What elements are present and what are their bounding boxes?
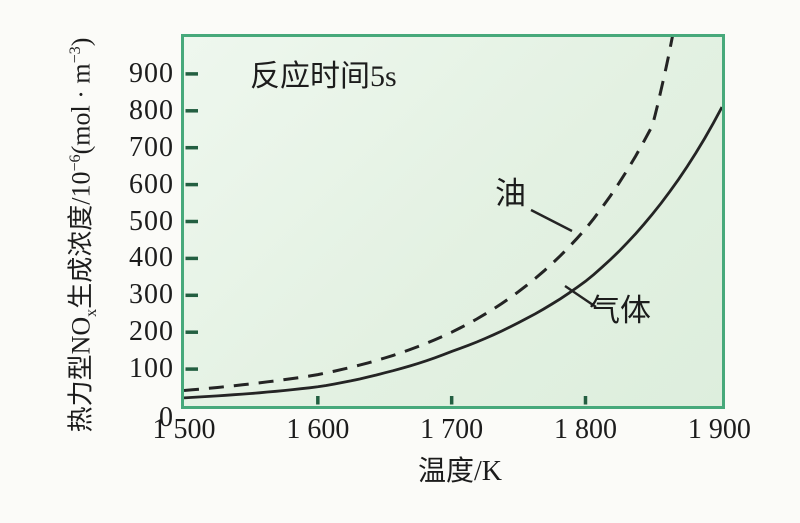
oil-curve-label: 油 xyxy=(495,176,526,211)
series-oil-curve xyxy=(184,37,674,392)
y-tick-label: 800 xyxy=(129,94,174,126)
y-axis-title-part: 热力型NO xyxy=(66,316,96,433)
y-axis-title-superscript: −6 xyxy=(67,154,85,172)
y-tick-label: 600 xyxy=(129,168,174,200)
x-tick-label: 1 500 xyxy=(152,414,216,445)
x-tick-label: 1 900 xyxy=(687,414,751,445)
series-gas-curve xyxy=(184,106,722,400)
oil-label-leader-line xyxy=(530,208,573,233)
y-tick-label: 100 xyxy=(129,353,174,385)
y-axis-title-superscript: −3 xyxy=(67,46,85,64)
chart-svg xyxy=(184,37,722,405)
y-axis-title-subscript: x xyxy=(82,308,100,317)
x-tick-label: 1 800 xyxy=(553,414,617,445)
y-tick-label: 500 xyxy=(129,205,174,237)
y-axis-title-part: 生成浓度/10 xyxy=(66,171,96,309)
plot-area xyxy=(181,34,725,409)
y-tick-label: 400 xyxy=(129,242,174,274)
y-tick-label: 200 xyxy=(129,316,174,348)
x-axis-title: 温度/K xyxy=(417,456,502,487)
y-axis-title-part: (mol · m xyxy=(66,63,96,155)
gas-label-leader-line xyxy=(564,285,597,308)
y-axis-title-part: ) xyxy=(66,37,96,47)
reaction-time-annotation: 反应时间5s xyxy=(250,60,397,93)
y-axis-title: 热力型NOx生成浓度/10−6(mol · m−3) xyxy=(61,38,107,433)
y-tick-label: 700 xyxy=(129,131,174,163)
y-tick-label: 300 xyxy=(129,279,174,311)
y-tick-label: 0 xyxy=(159,402,174,433)
x-tick-label: 1 600 xyxy=(286,414,350,445)
x-tick-label: 1 700 xyxy=(420,414,484,445)
y-tick-label: 900 xyxy=(129,57,174,89)
gas-curve-label: 气体 xyxy=(589,293,651,328)
axis-tick-marks xyxy=(185,72,588,405)
